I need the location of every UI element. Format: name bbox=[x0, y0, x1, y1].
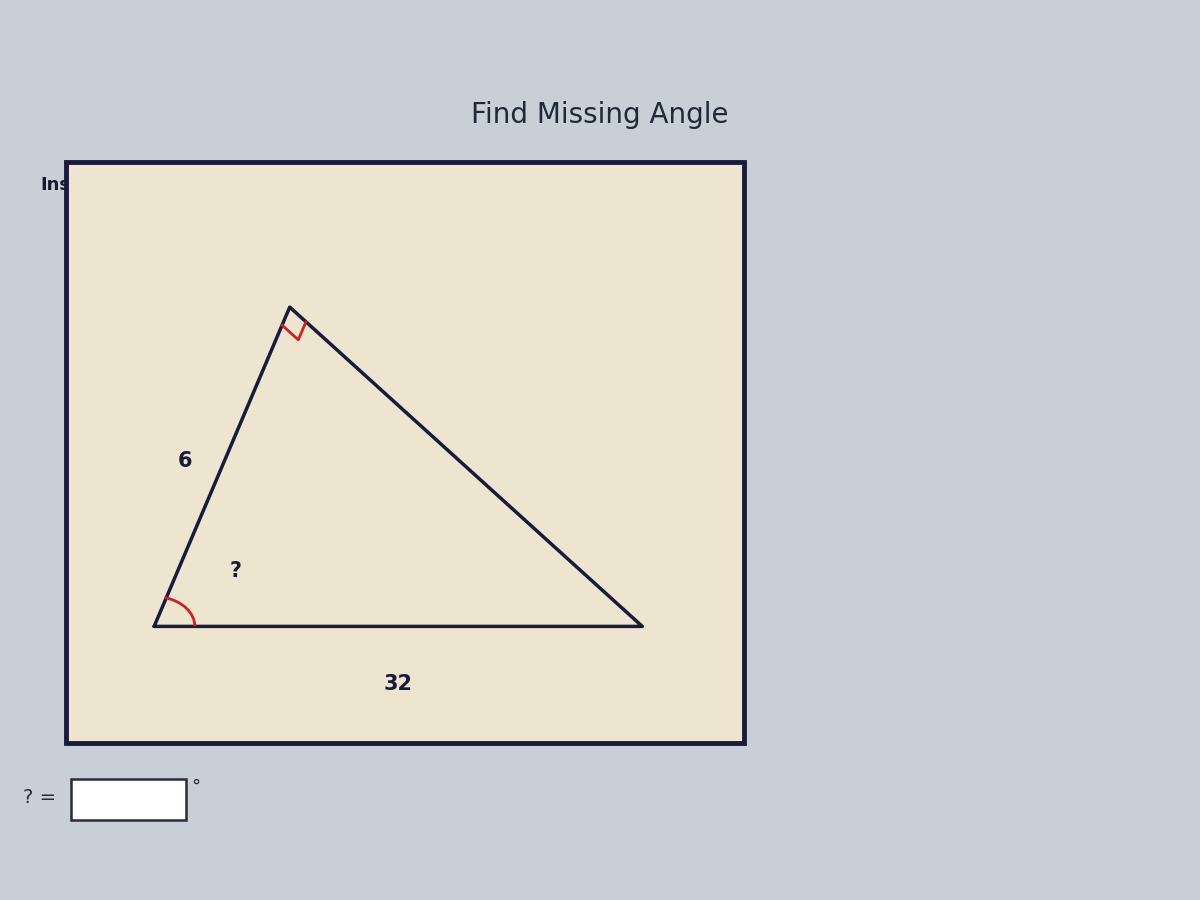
Text: Find the measure of the indicated angle to the nearest degree.: Find the measure of the indicated angle … bbox=[139, 176, 713, 194]
Text: Instructions:: Instructions: bbox=[41, 176, 169, 194]
Text: ?: ? bbox=[229, 562, 241, 581]
Text: 32: 32 bbox=[384, 674, 413, 695]
Text: Find Missing Angle: Find Missing Angle bbox=[472, 101, 728, 129]
Text: 6: 6 bbox=[178, 451, 192, 471]
Text: ? =: ? = bbox=[23, 788, 56, 807]
Text: °: ° bbox=[191, 778, 200, 796]
FancyBboxPatch shape bbox=[66, 162, 744, 742]
FancyBboxPatch shape bbox=[71, 778, 186, 821]
